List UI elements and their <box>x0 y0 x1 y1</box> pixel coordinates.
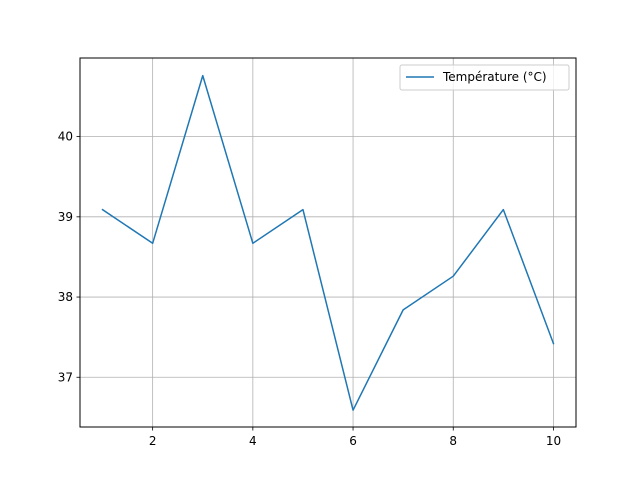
x-axis-ticks: 2 4 6 8 10 <box>149 427 561 448</box>
x-tick-label: 6 <box>349 434 357 448</box>
y-tick-label: 37 <box>58 370 73 384</box>
y-tick-label: 38 <box>58 290 73 304</box>
legend-box <box>399 64 570 91</box>
series-layer <box>101 74 555 411</box>
x-tick-label: 2 <box>149 434 157 448</box>
y-axis-ticks: 37 38 39 40 <box>58 130 80 384</box>
series-line <box>101 74 555 411</box>
x-tick-label: 10 <box>546 434 561 448</box>
legend: Température (°C) <box>399 64 570 91</box>
plot-frame <box>79 57 577 428</box>
x-tick-label: 8 <box>449 434 457 448</box>
y-tick-label: 40 <box>58 130 73 144</box>
legend-label: Température (°C) <box>442 70 547 84</box>
y-tick-label: 39 <box>58 210 73 224</box>
x-tick-label: 4 <box>249 434 257 448</box>
